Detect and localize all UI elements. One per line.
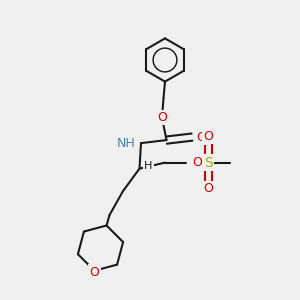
Text: O: O xyxy=(204,130,213,143)
Text: O: O xyxy=(204,182,213,196)
Text: H: H xyxy=(144,160,153,171)
Text: S: S xyxy=(204,156,213,170)
Text: O: O xyxy=(157,111,167,124)
Text: NH: NH xyxy=(117,136,136,150)
Text: O: O xyxy=(196,130,206,144)
Text: O: O xyxy=(89,266,99,279)
Text: O: O xyxy=(193,156,202,169)
